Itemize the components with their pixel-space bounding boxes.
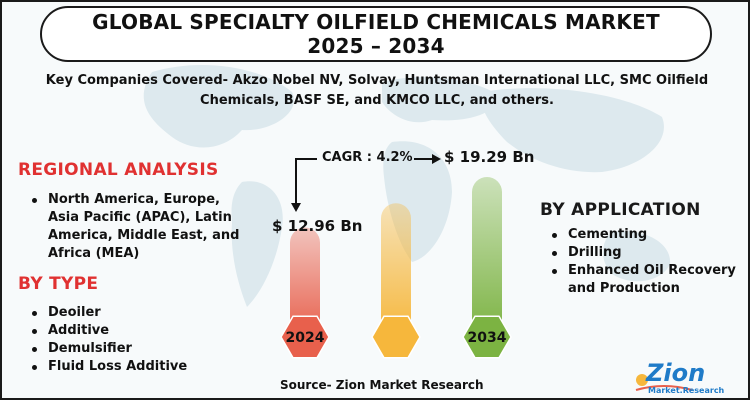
bullet-icon <box>32 198 37 203</box>
arrowhead-icon <box>291 203 301 212</box>
logo-tagline: Market.Research <box>648 386 725 395</box>
zion-logo: Zion Market.Research <box>634 359 724 398</box>
bullet-icon <box>32 311 37 316</box>
bullet-icon <box>552 269 557 274</box>
type-list: Deoiler Additive Demulsifier Fluid Loss … <box>28 304 228 376</box>
year-label: 2034 <box>468 330 507 346</box>
cagr-down-arrow <box>295 158 317 208</box>
logo-swoosh-icon <box>635 374 693 391</box>
title-banner: GLOBAL SPECIALTY OILFIELD CHEMICALS MARK… <box>40 6 712 62</box>
bullet-icon <box>552 251 557 256</box>
arrowhead-icon <box>432 154 441 164</box>
bullet-icon <box>32 365 37 370</box>
type-list-item: Demulsifier <box>28 340 228 358</box>
hexagon-base <box>371 315 421 359</box>
hexagon-base <box>462 315 512 359</box>
application-list-item: Cementing <box>548 226 738 244</box>
page-title-years: 2025 – 2034 <box>307 34 445 58</box>
start-value-label: $ 12.96 Bn <box>272 217 363 235</box>
by-application-heading: BY APPLICATION <box>540 200 701 220</box>
regional-analysis-heading: REGIONAL ANALYSIS <box>18 160 219 180</box>
end-value-label: $ 19.29 Bn <box>444 148 535 166</box>
hexagon-base <box>280 315 330 359</box>
by-type-heading: BY TYPE <box>18 274 99 294</box>
regional-list-item: North America, Europe, Asia Pacific (APA… <box>28 191 248 263</box>
bullet-icon <box>32 329 37 334</box>
type-list-item: Fluid Loss Additive <box>28 358 228 376</box>
application-list-item: Drilling <box>548 244 738 262</box>
source-note: Source- Zion Market Research <box>280 378 484 392</box>
growth-bar <box>381 203 411 337</box>
bullet-icon <box>32 347 37 352</box>
cagr-label: CAGR : 4.2% <box>322 150 413 165</box>
application-list: Cementing Drilling Enhanced Oil Recovery… <box>548 226 738 298</box>
growth-bar <box>290 227 320 337</box>
type-list-item: Additive <box>28 322 228 340</box>
logo-word: Zion <box>646 359 706 387</box>
growth-bar <box>472 177 502 337</box>
application-list-item: Enhanced Oil Recovery and Production <box>548 262 738 298</box>
key-companies-text: Key Companies Covered- Akzo Nobel NV, So… <box>45 73 709 108</box>
year-label: 2024 <box>286 330 325 346</box>
page-title: GLOBAL SPECIALTY OILFIELD CHEMICALS MARK… <box>92 10 660 34</box>
bullet-icon <box>552 233 557 238</box>
regional-list: North America, Europe, Asia Pacific (APA… <box>28 191 248 263</box>
type-list-item: Deoiler <box>28 304 228 322</box>
